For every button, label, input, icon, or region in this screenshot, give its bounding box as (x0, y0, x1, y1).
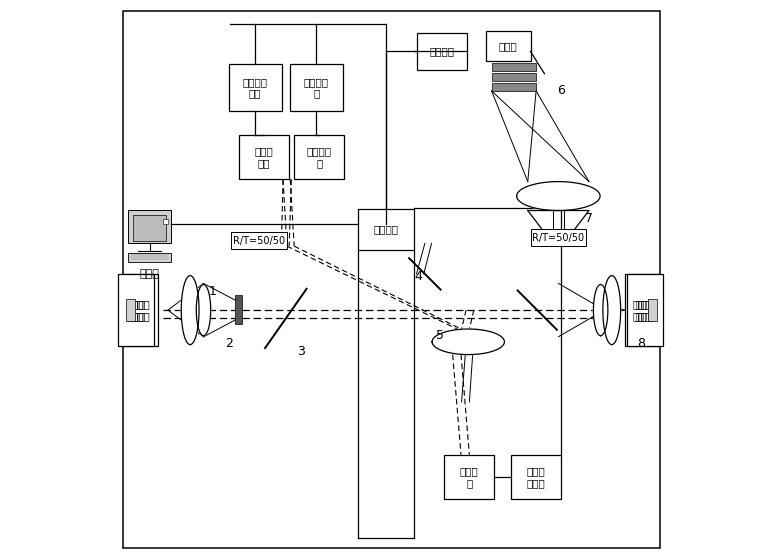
Text: 功率采
集模块: 功率采 集模块 (527, 466, 546, 488)
FancyBboxPatch shape (492, 63, 536, 71)
FancyBboxPatch shape (290, 64, 343, 111)
FancyBboxPatch shape (231, 232, 287, 249)
Text: 待测发
射单元: 待测发 射单元 (126, 299, 145, 321)
Text: 控制模块: 控制模块 (373, 225, 399, 234)
Text: 待测发
射单元: 待测发 射单元 (132, 299, 150, 321)
Polygon shape (603, 276, 621, 344)
Text: 光源灯: 光源灯 (499, 41, 518, 51)
FancyBboxPatch shape (417, 34, 467, 69)
Text: 1: 1 (208, 285, 216, 299)
Text: 5: 5 (436, 329, 445, 342)
Polygon shape (197, 285, 211, 335)
Text: 光纤光谱
仪: 光纤光谱 仪 (304, 77, 329, 98)
Text: 光纤探测
器: 光纤探测 器 (307, 146, 332, 168)
FancyBboxPatch shape (235, 295, 242, 324)
FancyBboxPatch shape (531, 229, 586, 246)
Text: R/T=50/50: R/T=50/50 (233, 235, 285, 245)
FancyBboxPatch shape (124, 274, 158, 346)
Text: R/T=50/50: R/T=50/50 (532, 233, 584, 243)
FancyBboxPatch shape (625, 274, 659, 346)
Text: 光源模块: 光源模块 (429, 46, 454, 56)
Polygon shape (181, 276, 199, 344)
FancyBboxPatch shape (511, 454, 561, 499)
Text: 4: 4 (414, 270, 422, 283)
FancyBboxPatch shape (133, 215, 166, 240)
FancyBboxPatch shape (125, 299, 135, 321)
Text: 光电探
测器: 光电探 测器 (254, 146, 273, 168)
Polygon shape (540, 236, 576, 241)
Polygon shape (432, 329, 504, 354)
FancyBboxPatch shape (492, 83, 536, 91)
Text: 待测接
收单元: 待测接 收单元 (635, 299, 654, 321)
Text: 7: 7 (585, 212, 593, 225)
FancyBboxPatch shape (648, 299, 658, 321)
Text: 功率探
头: 功率探 头 (460, 466, 478, 488)
Text: 频率采集
模块: 频率采集 模块 (243, 77, 268, 98)
FancyBboxPatch shape (626, 274, 662, 346)
FancyBboxPatch shape (117, 274, 153, 346)
Text: 8: 8 (637, 337, 644, 350)
FancyBboxPatch shape (486, 31, 531, 61)
FancyBboxPatch shape (164, 220, 168, 224)
Text: 待测接
收单元: 待测接 收单元 (633, 299, 651, 321)
FancyBboxPatch shape (239, 135, 289, 179)
FancyBboxPatch shape (492, 73, 536, 81)
FancyBboxPatch shape (358, 209, 413, 250)
Text: 6: 6 (557, 84, 565, 97)
Text: 3: 3 (298, 345, 305, 358)
Polygon shape (517, 182, 600, 211)
FancyBboxPatch shape (128, 210, 171, 243)
Text: 计算机: 计算机 (139, 269, 160, 279)
FancyBboxPatch shape (294, 135, 345, 179)
FancyBboxPatch shape (444, 454, 494, 499)
FancyBboxPatch shape (229, 64, 282, 111)
Polygon shape (594, 285, 608, 335)
FancyBboxPatch shape (128, 253, 171, 262)
Text: 2: 2 (226, 337, 233, 350)
Polygon shape (528, 211, 589, 236)
